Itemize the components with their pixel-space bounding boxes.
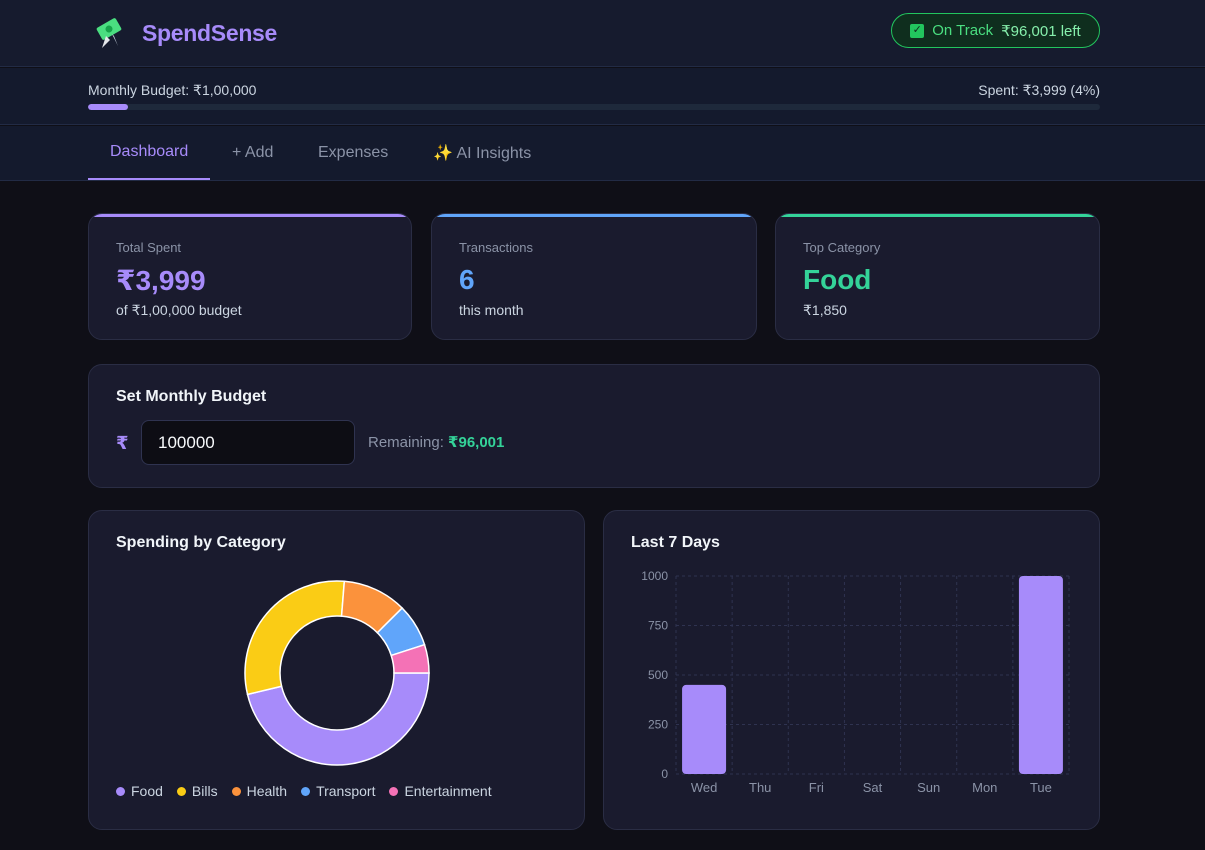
brand[interactable]: SpendSense (92, 16, 277, 50)
legend-label: Bills (191, 783, 218, 799)
legend-dot (176, 786, 186, 796)
check-icon: ✓ (910, 23, 925, 38)
stat-card-top-category: Top Category Food ₹1,850 (775, 213, 1100, 340)
x-tick-label: Mon (972, 780, 997, 795)
x-tick-label: Wed (691, 780, 718, 795)
legend-label: Transport (316, 783, 376, 799)
last7days-chart-card: Last 7 Days 0 250 500 750 1000 Wed Thu Fri Sat Su… (603, 510, 1100, 830)
set-budget-title: Set Monthly Budget (116, 388, 267, 405)
tab-add[interactable]: + Add (232, 144, 274, 161)
rupee-icon: ₹ (116, 433, 129, 453)
last7days-bar-chart: 0 250 500 750 1000 Wed Thu Fri Sat Sun Mon Tue (641, 569, 1070, 795)
stat-card-total-spent: Total Spent ₹3,999 of ₹1,00,000 budget (88, 213, 412, 340)
category-donut-chart (244, 580, 430, 766)
nav-tabs: Dashboard + Add Expenses ✨ AI Insights (0, 126, 1205, 181)
category-chart-card: Spending by Category Food Bills Health Tran… (88, 510, 585, 830)
budget-progress-track (88, 104, 1100, 110)
budget-progress-strip: Monthly Budget: ₹1,00,000 Spent: ₹3,999 … (0, 68, 1205, 125)
status-label: On Track (932, 22, 994, 39)
card-accent (432, 214, 756, 217)
status-left-amount: ₹96,001 left (1001, 22, 1081, 40)
stat-sub: of ₹1,00,000 budget (116, 302, 242, 318)
stat-value: 6 (459, 264, 475, 295)
remaining-value: ₹96,001 (448, 434, 505, 451)
budget-progress-fill (88, 104, 129, 110)
bar-tue[interactable] (1018, 576, 1063, 774)
category-legend: Food Bills Health Transport Entertainment (116, 783, 492, 799)
legend-item-food[interactable]: Food (116, 783, 163, 799)
tab-dashboard[interactable]: Dashboard (88, 126, 211, 180)
donut-slice-bills[interactable] (244, 580, 346, 696)
stat-sub: this month (459, 302, 524, 318)
legend-item-health[interactable]: Health (231, 783, 288, 799)
card-accent (776, 214, 1099, 217)
x-tick-label: Thu (749, 780, 771, 795)
legend-label: Food (131, 783, 163, 799)
y-tick-label: 250 (648, 718, 668, 732)
legend-dot (389, 786, 399, 796)
money-wings-icon (96, 18, 122, 48)
remaining-text: Remaining: ₹96,001 (368, 433, 504, 451)
bar-wed[interactable] (682, 684, 727, 774)
legend-dot (231, 786, 241, 796)
y-tick-label: 500 (648, 668, 668, 682)
card-accent (89, 214, 411, 217)
legend-label: Entertainment (404, 783, 492, 799)
legend-dot (301, 786, 311, 796)
x-tick-label: Sat (863, 780, 883, 795)
remaining-label: Remaining: (368, 434, 449, 451)
stat-value: Food (803, 264, 872, 295)
x-tick-label: Sun (917, 780, 940, 795)
brand-name: SpendSense (142, 19, 278, 46)
y-tick-label: 0 (661, 767, 668, 781)
legend-item-transport[interactable]: Transport (301, 783, 375, 799)
stat-card-transactions: Transactions 6 this month (431, 213, 757, 340)
spent-label: Spent: ₹3,999 (4%) (978, 82, 1100, 98)
set-budget-card: Set Monthly Budget ₹ Remaining: ₹96,001 (88, 364, 1100, 488)
donut-slice-entertainment[interactable] (390, 643, 430, 674)
last7days-chart-title: Last 7 Days (631, 534, 720, 551)
y-tick-label: 1000 (641, 569, 668, 583)
budget-input[interactable] (141, 420, 355, 465)
stat-value: ₹3,999 (116, 265, 206, 296)
app-header: SpendSense ✓ On Track ₹96,001 left (0, 0, 1205, 67)
stat-label: Transactions (459, 240, 533, 255)
category-chart-title: Spending by Category (116, 534, 286, 551)
donut-slice-food[interactable] (246, 672, 430, 766)
legend-item-bills[interactable]: Bills (176, 783, 218, 799)
stat-sub: ₹1,850 (803, 302, 847, 318)
x-tick-label: Fri (809, 780, 824, 795)
tab-ai-insights[interactable]: ✨ AI Insights (433, 145, 532, 162)
legend-label: Health (246, 783, 288, 799)
stat-label: Total Spent (116, 240, 182, 255)
tab-expenses[interactable]: Expenses (318, 144, 389, 161)
budget-status-badge: ✓ On Track ₹96,001 left (891, 13, 1100, 48)
x-tick-label: Tue (1030, 780, 1052, 795)
stat-label: Top Category (803, 240, 881, 255)
legend-dot (116, 786, 125, 796)
monthly-budget-label: Monthly Budget: ₹1,00,000 (88, 82, 257, 98)
legend-item-entertainment[interactable]: Entertainment (389, 783, 492, 799)
y-tick-label: 750 (648, 619, 668, 633)
